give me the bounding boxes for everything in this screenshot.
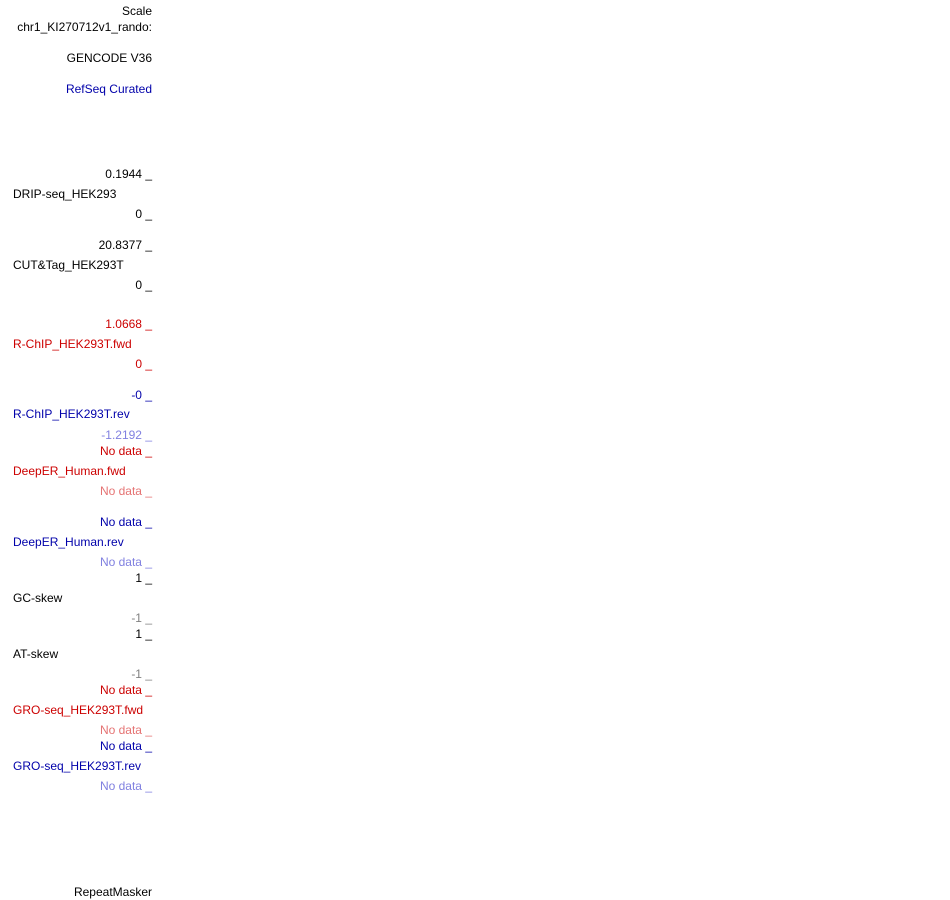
gro-rev-max-value: No data _ — [99, 739, 152, 753]
deeper-fwd-min-value: No data _ — [99, 484, 152, 498]
cuttag-max-value: 20.8377 _ — [98, 238, 152, 252]
track-label-gro-fwd[interactable]: GRO-seq_HEK293T.fwd — [13, 703, 144, 717]
track-label-rchip-fwd[interactable]: R-ChIP_HEK293T.fwd — [13, 337, 132, 351]
chrom-position-label: chr1_KI270712v1_rando: — [17, 20, 152, 34]
track-label-drip-seq[interactable]: DRIP-seq_HEK293 — [13, 187, 117, 201]
gc-skew-min-value: -1 _ — [131, 611, 152, 625]
scale-label: Scale — [121, 4, 152, 18]
track-label-refseq[interactable]: RefSeq Curated — [65, 82, 152, 96]
track-label-rchip-rev[interactable]: R-ChIP_HEK293T.rev — [13, 407, 130, 421]
rchip-fwd-min-value: 0 _ — [135, 357, 152, 371]
gro-fwd-max-value: No data _ — [99, 683, 152, 697]
track-label-gc-skew[interactable]: GC-skew — [13, 591, 63, 605]
deeper-rev-max-value: No data _ — [99, 515, 152, 529]
track-label-cuttag[interactable]: CUT&Tag_HEK293T — [13, 258, 124, 272]
track-label-deeper-rev[interactable]: DeepER_Human.rev — [13, 535, 124, 549]
track-label-gencode[interactable]: GENCODE V36 — [66, 51, 152, 65]
at-skew-min-value: -1 _ — [131, 667, 152, 681]
at-skew-max-value: 1 _ — [135, 627, 152, 641]
track-label-repeatmasker[interactable]: RepeatMasker — [73, 885, 152, 899]
cuttag-min-value: 0 _ — [135, 278, 152, 292]
gro-rev-min-value: No data _ — [99, 779, 152, 793]
gc-skew-max-value: 1 _ — [135, 571, 152, 585]
track-label-gro-rev[interactable]: GRO-seq_HEK293T.rev — [13, 759, 142, 773]
gro-fwd-min-value: No data _ — [99, 723, 152, 737]
track-label-deeper-fwd[interactable]: DeepER_Human.fwd — [13, 464, 126, 478]
deeper-fwd-max-value: No data _ — [99, 444, 152, 458]
drip-max-value: 0.1944 _ — [105, 167, 152, 181]
rchip-rev-min-value: -1.2192 _ — [101, 428, 152, 442]
track-label-at-skew[interactable]: AT-skew — [13, 647, 59, 661]
deeper-rev-min-value: No data _ — [99, 555, 152, 569]
rchip-fwd-max-value: 1.0668 _ — [105, 317, 152, 331]
drip-min-value: 0 _ — [135, 207, 152, 221]
rchip-rev-max-value: -0 _ — [131, 388, 152, 402]
